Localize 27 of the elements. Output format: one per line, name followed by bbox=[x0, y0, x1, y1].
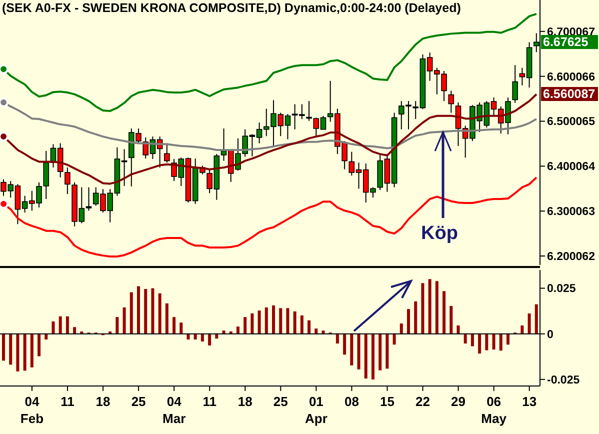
x-tick-label: 25 bbox=[131, 394, 146, 409]
x-tick-label: 13 bbox=[522, 394, 537, 409]
x-tick-label: 11 bbox=[202, 394, 216, 409]
x-tick-label: 15 bbox=[380, 394, 394, 409]
y-tick-label: 0.025 bbox=[547, 283, 576, 296]
x-tick-label: 18 bbox=[96, 394, 110, 409]
x-tick-label: 04 Mar bbox=[162, 394, 186, 426]
x-tick-label: 11 bbox=[60, 394, 74, 409]
x-tick-label: 01 Apr bbox=[304, 394, 328, 426]
y-tick-label: 6.400064 bbox=[547, 161, 596, 174]
y-tick-label: 6.600066 bbox=[547, 71, 595, 84]
data-label: 6.560087 bbox=[541, 87, 598, 102]
x-tick-label: 18 bbox=[238, 394, 252, 409]
x-tick-label: 25 bbox=[273, 394, 288, 409]
annotation: Köp bbox=[421, 223, 458, 245]
x-tick-label: 08 bbox=[344, 394, 359, 409]
y-tick-label: 6.200062 bbox=[547, 250, 595, 263]
y-tick-label: 6.300063 bbox=[547, 206, 595, 218]
y-tick-label: -0.025 bbox=[547, 374, 580, 386]
x-tick-label: 29 bbox=[451, 394, 466, 409]
x-tick-label: 22 bbox=[416, 394, 430, 409]
text: 6.67625 bbox=[543, 35, 588, 50]
x-tick-label: 04 Feb bbox=[20, 394, 44, 426]
y-tick-label: 0 bbox=[547, 328, 554, 341]
chart-title: (SEK A0-FX - SWEDEN KRONA COMPOSITE,D) Dynamic,0:00-24:00 (Delayed) bbox=[2, 1, 461, 15]
y-tick-label: 6.500065 bbox=[547, 116, 596, 128]
x-tick-label: 06 May bbox=[481, 394, 508, 426]
